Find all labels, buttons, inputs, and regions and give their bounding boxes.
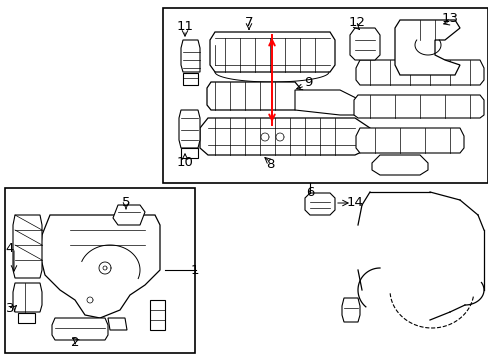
Text: 6: 6 [305, 185, 314, 198]
Text: 13: 13 [441, 12, 458, 24]
Polygon shape [108, 318, 127, 330]
Polygon shape [305, 193, 334, 215]
Polygon shape [200, 118, 369, 155]
Text: 9: 9 [303, 76, 311, 89]
Polygon shape [371, 155, 427, 175]
Polygon shape [394, 20, 459, 75]
Polygon shape [353, 95, 483, 118]
Text: 11: 11 [176, 21, 193, 33]
Polygon shape [294, 90, 359, 115]
Text: 7: 7 [244, 17, 253, 30]
Polygon shape [183, 73, 198, 85]
Text: 4: 4 [6, 242, 14, 255]
Polygon shape [13, 215, 42, 278]
Polygon shape [341, 298, 359, 322]
Polygon shape [181, 148, 198, 158]
Polygon shape [206, 82, 299, 110]
Polygon shape [113, 205, 145, 225]
Polygon shape [13, 283, 42, 312]
Text: 8: 8 [265, 158, 274, 171]
Polygon shape [52, 318, 108, 340]
Text: 3: 3 [6, 302, 14, 315]
Polygon shape [181, 40, 200, 72]
Polygon shape [209, 32, 334, 72]
Polygon shape [179, 110, 200, 148]
Text: 14: 14 [346, 195, 363, 208]
Polygon shape [40, 215, 160, 318]
Text: 2: 2 [71, 337, 79, 350]
Polygon shape [355, 60, 483, 85]
Polygon shape [18, 313, 35, 323]
Text: 10: 10 [176, 156, 193, 168]
Polygon shape [150, 300, 164, 330]
Text: 1: 1 [190, 264, 199, 276]
Polygon shape [349, 28, 379, 60]
Text: 12: 12 [348, 17, 365, 30]
Text: 5: 5 [122, 195, 130, 208]
Polygon shape [355, 128, 463, 153]
